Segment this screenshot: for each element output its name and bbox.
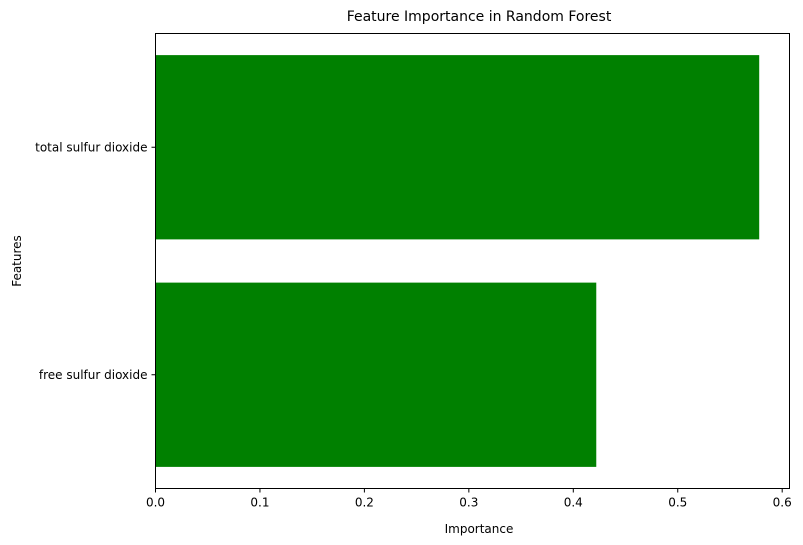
x-tick-label: 0.5	[668, 496, 687, 510]
x-axis-ticks: 0.0 0.1 0.2 0.3 0.4 0.5 0.6	[146, 488, 792, 510]
x-axis-label: Importance	[445, 522, 514, 536]
x-tick-label: 0.1	[250, 496, 269, 510]
x-tick-label: 0.0	[146, 496, 165, 510]
chart-title: Feature Importance in Random Forest	[347, 9, 612, 25]
x-tick-label: 0.6	[773, 496, 792, 510]
y-axis-label: Features	[10, 235, 24, 287]
bars-group	[155, 55, 760, 467]
x-tick-label: 0.2	[355, 496, 374, 510]
y-axis-ticks: total sulfur dioxide free sulfur dioxide	[35, 140, 156, 382]
bar-free-sulfur-dioxide	[155, 282, 597, 467]
bar-total-sulfur-dioxide	[155, 55, 760, 240]
y-tick-label: total sulfur dioxide	[35, 140, 147, 154]
y-tick-label: free sulfur dioxide	[39, 368, 148, 382]
x-tick-label: 0.4	[564, 496, 583, 510]
plot-frame	[155, 33, 790, 489]
x-tick-label: 0.3	[459, 496, 478, 510]
